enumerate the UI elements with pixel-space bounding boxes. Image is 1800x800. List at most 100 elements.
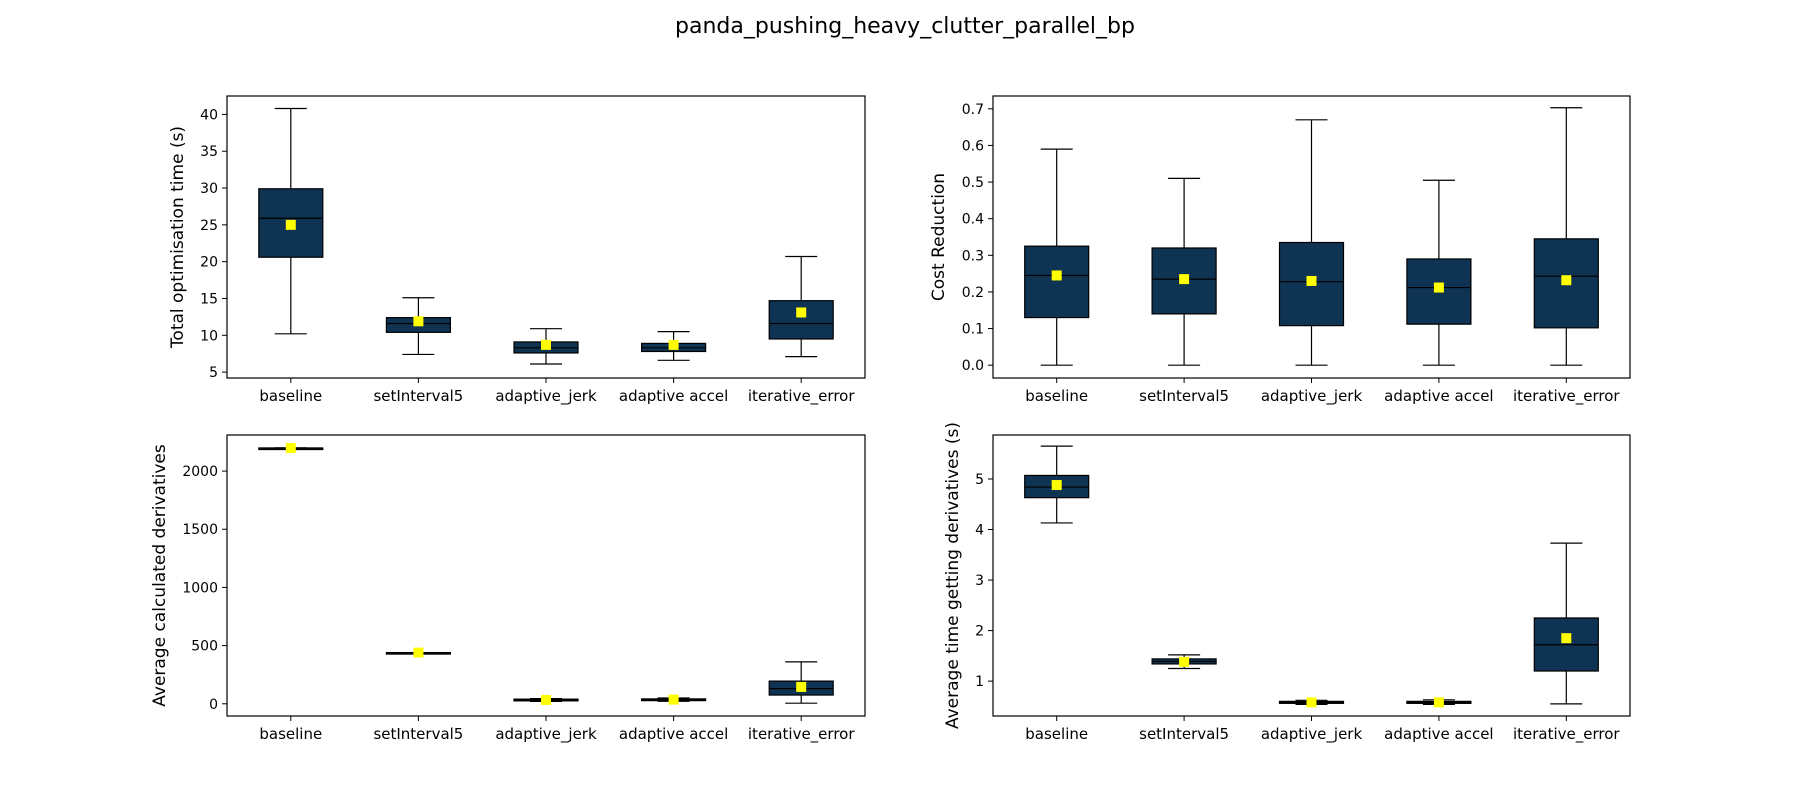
box-baseline — [1024, 445, 1090, 524]
mean-marker — [413, 647, 424, 658]
mean-marker — [285, 219, 296, 230]
mean-marker — [1306, 275, 1317, 286]
subplot-cost-reduction: 0.0 0.1 0.2 0.3 0.4 0.5 0.6 0.7 Cost Reduction ba… — [929, 95, 1631, 406]
box-iterative-error — [1533, 107, 1599, 366]
box-adaptive-accel — [1406, 697, 1472, 708]
box-setinterval5 — [385, 647, 451, 658]
y-tick-label: 5 — [209, 365, 218, 381]
plot-frame — [992, 95, 1631, 379]
x-tick-label: setInterval5 — [1139, 725, 1229, 743]
y-tick-label: 0.5 — [962, 175, 984, 191]
box-adaptive-accel — [640, 694, 707, 705]
box-setinterval5 — [1151, 654, 1217, 670]
y-tick-label: 1000 — [182, 580, 218, 596]
plot-frame — [226, 434, 866, 717]
mean-marker — [1561, 275, 1572, 286]
y-tick-label: 2 — [975, 624, 984, 640]
y-tick-label: 15 — [200, 291, 218, 307]
y-tick-label: 0.3 — [962, 248, 984, 264]
x-tick-label: adaptive_jerk — [495, 387, 597, 406]
x-tick-label: baseline — [259, 725, 322, 743]
y-tick-label: 0.0 — [962, 358, 984, 374]
y-axis-label: Average time getting derivatives (s) — [943, 422, 963, 729]
subplot-time-getting-derivatives: 1 2 3 4 5 Average time getting derivatives (s… — [943, 422, 1631, 744]
mean-marker — [541, 339, 551, 350]
box-adaptive-jerk — [513, 694, 579, 705]
mean-marker — [668, 694, 679, 705]
mean-marker — [1433, 282, 1444, 293]
box-adaptive-accel — [640, 331, 707, 361]
x-tick-label: adaptive accel — [619, 725, 728, 743]
y-tick-label: 3 — [975, 573, 984, 589]
y-axis-label: Total optimisation time (s) — [168, 126, 188, 349]
x-tick-label: iterative_error — [1513, 725, 1620, 744]
box-baseline — [1024, 148, 1090, 366]
plot-frame — [226, 95, 866, 379]
mean-marker — [1179, 274, 1190, 285]
x-tick-label: setInterval5 — [1139, 387, 1229, 405]
x-tick-label: adaptive_jerk — [1261, 725, 1363, 744]
box-setinterval5 — [1151, 177, 1217, 366]
x-tick-label: baseline — [1025, 387, 1088, 405]
y-tick-label: 40 — [200, 107, 218, 123]
y-tick-label: 500 — [191, 639, 218, 655]
x-tick-label: adaptive accel — [619, 387, 728, 405]
x-tick-label: adaptive accel — [1384, 725, 1493, 743]
y-tick-label: 2000 — [182, 464, 218, 480]
iqr-box — [1024, 245, 1090, 319]
y-tick-label: 0 — [209, 697, 218, 713]
box-adaptive-accel — [1406, 179, 1472, 366]
mean-marker — [541, 694, 551, 705]
box-iterative-error — [768, 661, 834, 704]
y-tick-label: 0.4 — [962, 212, 984, 228]
box-iterative-error — [768, 255, 834, 358]
y-tick-label: 10 — [200, 328, 218, 344]
mean-marker — [1051, 480, 1062, 491]
mean-marker — [413, 316, 424, 327]
y-tick-label: 4 — [975, 523, 984, 539]
mean-marker — [796, 681, 807, 692]
y-tick-label: 20 — [200, 255, 218, 271]
mean-marker — [668, 339, 679, 350]
x-tick-label: baseline — [1025, 725, 1088, 743]
y-tick-label: 0.7 — [962, 102, 984, 118]
y-tick-label: 5 — [975, 472, 984, 488]
y-tick-label: 0.2 — [962, 285, 984, 301]
x-tick-label: setInterval5 — [373, 725, 463, 743]
x-tick-label: iterative_error — [748, 725, 855, 744]
mean-marker — [1306, 697, 1317, 708]
subplot-calculated-derivatives: 0 500 1000 1500 2000 Average calculated deriv… — [150, 434, 866, 744]
y-tick-label: 35 — [200, 144, 218, 160]
y-tick-label: 0.6 — [962, 138, 984, 154]
figure-title: panda_pushing_heavy_clutter_parallel_bp — [675, 14, 1135, 39]
y-tick-label: 1500 — [182, 522, 218, 538]
mean-marker — [285, 443, 296, 454]
mean-marker — [1179, 656, 1190, 667]
y-tick-label: 1 — [975, 674, 984, 690]
box-adaptive-jerk — [1278, 119, 1345, 366]
y-axis-label: Cost Reduction — [929, 173, 949, 301]
y-tick-label: 0.1 — [962, 322, 984, 338]
mean-marker — [1561, 633, 1572, 644]
subplot-optimisation-time: 5 10 15 20 25 30 35 40 Total optimisation time (… — [168, 95, 866, 406]
mean-marker — [796, 307, 807, 318]
x-tick-label: adaptive_jerk — [495, 725, 597, 744]
x-tick-label: adaptive_jerk — [1261, 387, 1363, 406]
y-tick-label: 30 — [200, 181, 218, 197]
box-baseline — [258, 443, 324, 454]
box-iterative-error — [1533, 542, 1599, 705]
y-tick-label: 25 — [200, 218, 218, 234]
box-adaptive-jerk — [513, 328, 579, 365]
y-axis-label: Average calculated derivatives — [150, 444, 170, 707]
box-baseline — [258, 107, 324, 335]
x-tick-label: baseline — [259, 387, 322, 405]
box-setinterval5 — [385, 297, 451, 356]
x-tick-label: setInterval5 — [373, 387, 463, 405]
x-tick-label: iterative_error — [748, 387, 855, 406]
box-adaptive-jerk — [1278, 697, 1345, 708]
plot-frame — [992, 434, 1631, 717]
mean-marker — [1433, 697, 1444, 708]
